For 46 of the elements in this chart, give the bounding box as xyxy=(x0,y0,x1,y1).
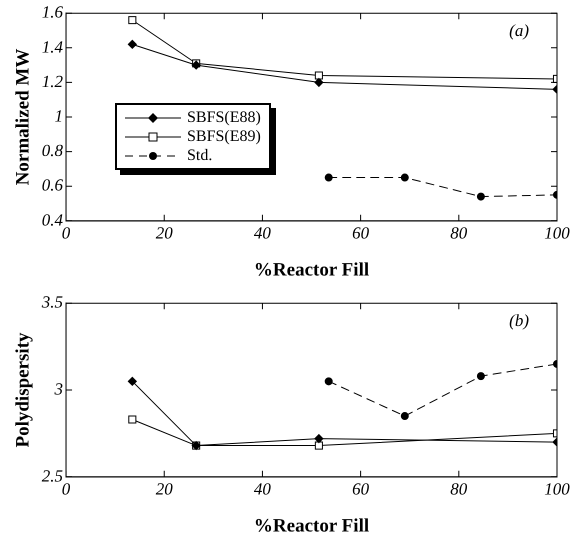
x-tick-label: 100 xyxy=(544,223,570,242)
y-tick-label: 1.6 xyxy=(42,2,64,22)
y-tick-label: 1.2 xyxy=(42,72,64,91)
legend-label: SBFS(E88) xyxy=(187,108,261,126)
x-tick-label: 100 xyxy=(544,479,570,498)
point xyxy=(400,174,409,182)
point xyxy=(400,412,409,420)
point xyxy=(314,442,323,450)
x-tick-label: 80 xyxy=(450,223,468,242)
point xyxy=(128,376,137,386)
point xyxy=(128,415,136,424)
point xyxy=(314,434,324,444)
x-axis-title: %Reactor Fill xyxy=(254,516,370,537)
y-tick-label: 1 xyxy=(54,106,64,126)
point xyxy=(128,40,137,49)
x-tick-label: 80 xyxy=(450,479,468,498)
x-tick-label: 60 xyxy=(352,479,370,498)
annotation: (a) xyxy=(509,21,530,40)
y-tick-label: 1.4 xyxy=(42,37,64,56)
point xyxy=(476,372,485,380)
legend-label: SBFS(E89) xyxy=(187,128,261,146)
point xyxy=(476,192,485,201)
x-tick-label: 40 xyxy=(254,223,272,242)
y-tick-label: 3 xyxy=(54,379,64,398)
y-axis-title: Normalized MW xyxy=(12,48,34,186)
point xyxy=(128,16,136,24)
x-tick-label: 0 xyxy=(62,479,71,498)
y-axis-title: Polydispersity xyxy=(12,332,34,448)
point xyxy=(314,71,323,80)
x-tick-label: 20 xyxy=(156,223,174,242)
point xyxy=(324,174,333,182)
point xyxy=(192,60,201,70)
x-tick-label: 40 xyxy=(254,479,272,498)
legend-label: Std. xyxy=(187,146,212,164)
point xyxy=(314,78,324,87)
y-tick-label: 2.5 xyxy=(42,466,64,486)
x-tick-label: 20 xyxy=(156,479,174,498)
x-tick-label: 0 xyxy=(62,223,71,242)
y-tick-label: 0.8 xyxy=(42,141,64,160)
x-tick-label: 60 xyxy=(352,223,370,242)
y-tick-label: 0.6 xyxy=(42,176,64,195)
y-tick-label: 0.4 xyxy=(42,210,64,230)
point xyxy=(324,377,333,386)
annotation: (b) xyxy=(509,311,530,330)
x-axis-title: %Reactor Fill xyxy=(254,260,370,281)
y-tick-label: 3.5 xyxy=(40,292,64,312)
